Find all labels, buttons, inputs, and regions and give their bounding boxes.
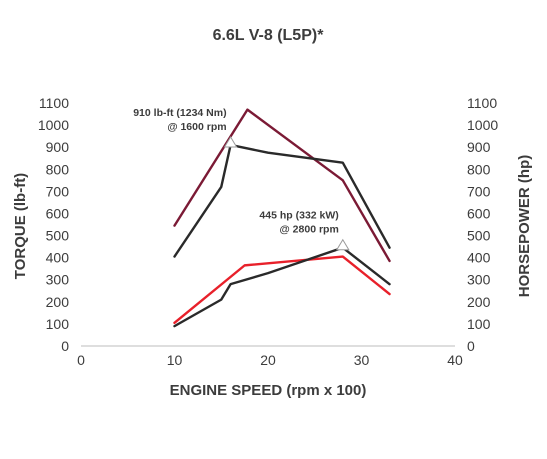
y-tick-label-right: 900 [467, 139, 491, 155]
y-axis-label-right: HORSEPOWER (hp) [516, 155, 533, 298]
y-tick-label-right: 1000 [467, 117, 498, 133]
series-line-1 [173, 108, 391, 263]
annotation-text: 445 hp (332 kW) [259, 210, 338, 222]
annotation-text: @ 2800 rpm [280, 224, 339, 236]
y-tick-label-left: 100 [46, 316, 70, 332]
series-line-3 [173, 255, 391, 325]
y-tick-label-right: 100 [467, 316, 491, 332]
y-tick-label-right: 1100 [467, 95, 497, 111]
x-tick-label: 20 [260, 352, 276, 368]
y-tick-label-left: 700 [46, 183, 70, 199]
y-tick-label-left: 600 [46, 205, 70, 221]
x-tick-label: 40 [447, 352, 463, 368]
y-axis-label-left: TORQUE (lb-ft) [12, 173, 29, 279]
y-tick-label-right: 300 [467, 272, 491, 288]
y-tick-label-left: 300 [46, 272, 70, 288]
series-lines [173, 108, 391, 328]
y-tick-label-right: 200 [467, 294, 491, 310]
y-tick-label-left: 400 [46, 250, 70, 266]
y-tick-label-right: 500 [467, 228, 491, 244]
y-tick-label-right: 600 [467, 205, 491, 221]
y-tick-label-right: 400 [467, 250, 491, 266]
peak-marker [335, 238, 350, 251]
y-tick-label-left: 200 [46, 294, 70, 310]
annotation-text: 910 lb-ft (1234 Nm) [133, 107, 226, 119]
y-tick-label-left: 1000 [38, 117, 69, 133]
y-tick-label-left: 500 [46, 228, 70, 244]
y-tick-label-left: 0 [61, 338, 69, 354]
annotation-text: @ 1600 rpm [167, 121, 226, 133]
y-tick-label-right: 700 [467, 183, 491, 199]
y-tick-label-right: 0 [467, 338, 475, 354]
y-tick-label-left: 1100 [39, 95, 69, 111]
y-tick-label-right: 800 [467, 161, 491, 177]
y-tick-label-left: 800 [46, 161, 70, 177]
peak-marker [223, 136, 238, 148]
y-tick-label-left: 900 [46, 139, 70, 155]
x-tick-label: 10 [167, 352, 183, 368]
x-tick-label: 30 [354, 352, 370, 368]
x-axis-label: ENGINE SPEED (rpm x 100) [170, 382, 367, 399]
chart-title: 6.6L V-8 (L5P)* [213, 27, 325, 44]
series-line-2 [173, 143, 391, 258]
annotations: 910 lb-ft (1234 Nm) @ 1600 rpm 445 hp (332… [133, 107, 350, 251]
x-tick-label: 0 [77, 352, 85, 368]
series-line-4 [173, 246, 391, 328]
